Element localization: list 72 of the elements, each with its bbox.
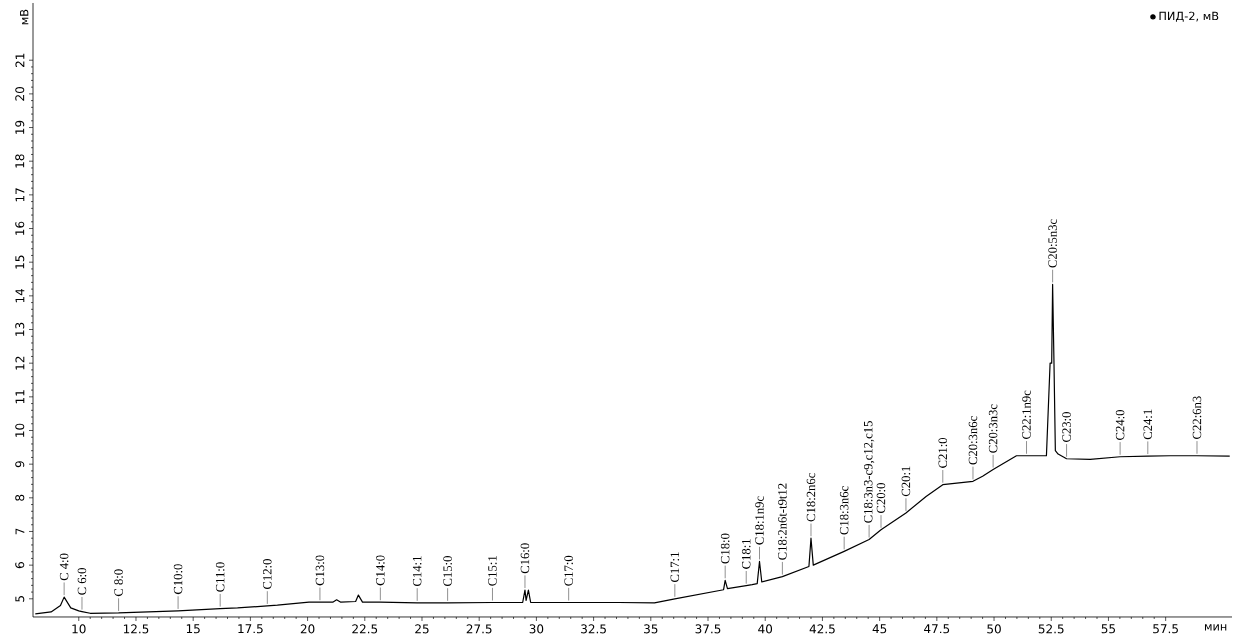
x-tick-label: 55: [1101, 624, 1116, 634]
annotation: C12:0: [263, 559, 272, 590]
annotation: C18:3n3-c9,c12,c15: [863, 421, 875, 523]
annotation: C20:3n3c: [988, 404, 998, 453]
x-tick-label: 15: [186, 624, 200, 634]
x-tick-label: 47.5: [924, 624, 950, 634]
x-tick-label: 17.5: [238, 624, 263, 634]
x-tick-label: 45: [872, 624, 887, 634]
legend-label: ПИД-2, мВ: [1159, 11, 1219, 22]
annotation: C14:0: [376, 555, 385, 586]
annotation: C 4:0: [59, 553, 69, 581]
y-axis-title: мВ: [20, 9, 29, 25]
x-tick-label: 22.5: [352, 624, 378, 634]
y-tick-label: 13: [15, 322, 25, 336]
y-tick-label: 5: [15, 596, 25, 602]
annotation: C20:3n6c: [968, 416, 978, 465]
annotation: C18:1: [741, 539, 751, 569]
annotation: C22:1n9c: [1022, 390, 1031, 439]
x-tick-label: 20: [300, 624, 315, 634]
annotation: C24:0: [1115, 410, 1125, 440]
annotation: C17:0: [564, 555, 573, 586]
annotation: C17:1: [670, 552, 680, 583]
annotation: C22:6n3: [1192, 396, 1202, 439]
x-tick-label: 27.5: [466, 624, 492, 634]
annotation: C16:0: [520, 543, 530, 574]
y-tick-label: 20: [15, 87, 25, 101]
y-tick-label: 15: [15, 255, 25, 269]
annotation: C18:1n9c: [755, 496, 764, 545]
x-tick-label: 42.5: [809, 624, 835, 634]
x-tick-label: 30: [529, 624, 544, 634]
y-tick-label: 21: [15, 53, 25, 67]
x-tick-label: 52.5: [1038, 624, 1064, 634]
annotation: C21:0: [938, 437, 948, 468]
annotation: C15:0: [443, 556, 452, 587]
annotation: C24:1: [1143, 409, 1153, 440]
y-tick-label: 16: [15, 221, 25, 235]
x-tick-label: 10: [72, 624, 86, 634]
annotation: C10:0: [173, 564, 183, 595]
y-tick-label: 8: [15, 494, 25, 501]
x-tick-label: 50: [987, 624, 1001, 634]
annotation: C18:2n6c: [806, 473, 816, 522]
y-tick-label: 17: [15, 188, 25, 202]
annotation: C23:0: [1062, 412, 1071, 442]
x-axis-title: мин: [1204, 624, 1227, 631]
x-tick-label: 35: [644, 624, 658, 634]
annotation: C13:0: [315, 555, 325, 586]
annotation: C20:1: [901, 466, 911, 497]
y-tick-label: 12: [15, 356, 25, 370]
annotation: C20:0: [876, 483, 886, 514]
annotation: C14:1: [412, 556, 422, 587]
y-tick-label: 10: [15, 423, 25, 437]
x-tick-label: 57.5: [1153, 624, 1178, 634]
x-tick-label: 32.5: [581, 624, 606, 634]
annotation: C 6:0: [77, 568, 87, 595]
y-tick-label: 18: [15, 154, 25, 168]
y-tick-label: 19: [15, 120, 25, 134]
annotation: C18:2n6t-t9t12: [778, 483, 787, 560]
y-tick-label: 11: [15, 390, 25, 404]
annotation: C 8:0: [114, 569, 123, 597]
y-tick-label: 7: [15, 528, 25, 535]
annotation: C18:0: [720, 533, 730, 564]
x-tick-label: 25: [415, 624, 429, 634]
annotation: C20:5n3c: [1048, 219, 1057, 268]
x-tick-label: 37.5: [695, 624, 721, 634]
annotation: C15:1: [488, 556, 497, 586]
y-tick-label: 9: [15, 461, 25, 468]
annotation: C11:0: [215, 562, 225, 592]
y-tick-label: 6: [15, 562, 25, 569]
y-tick-label: 14: [15, 288, 25, 303]
annotation: C18:3n6c: [839, 486, 849, 535]
x-tick-label: 12.5: [123, 624, 149, 634]
x-tick-label: 40: [758, 624, 773, 634]
